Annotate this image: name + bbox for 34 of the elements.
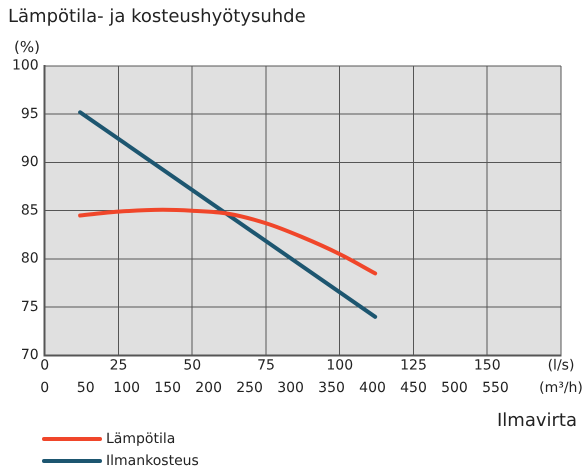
x-tick-label: 0: [40, 357, 50, 374]
x-tick-label: 75: [257, 357, 275, 374]
y-tick-label: 80: [20, 250, 39, 267]
x-tick-label: 25: [110, 357, 128, 374]
x-axis-title: Ilmavirta: [496, 410, 577, 431]
x2-tick-label: 200: [195, 380, 222, 396]
x2-tick-label: 50: [76, 380, 95, 396]
chart-title: Lämpötila- ja kosteushyötysuhde: [8, 6, 306, 27]
x2-tick-label: 350: [318, 380, 345, 396]
y-axis-title: (%): [14, 38, 40, 56]
y-tick-label: 75: [20, 298, 39, 315]
y-tick-label: 95: [20, 106, 39, 122]
x2-tick-label: 300: [277, 380, 304, 396]
x2-tick-label: 550: [482, 380, 509, 396]
legend-label: Lämpötila: [106, 431, 176, 447]
y-tick-label: 90: [20, 154, 39, 170]
x-tick-label: 50: [183, 357, 202, 374]
x2-tick-label: (m³/h): [539, 380, 583, 396]
legend-label: Ilmankosteus: [106, 453, 199, 469]
x-tick-label: 125: [400, 357, 427, 374]
x2-tick-label: 150: [154, 380, 182, 396]
x-tick-label: 100: [326, 357, 354, 374]
x2-tick-label: 450: [400, 380, 427, 396]
x2-tick-label: 100: [113, 380, 140, 396]
x-tick-label: (l/s): [548, 357, 574, 374]
x2-tick-label: 400: [359, 380, 386, 396]
line-series: [78, 208, 378, 276]
x-tick-label: 150: [474, 357, 501, 374]
y-tick-label: 70: [20, 347, 39, 364]
x2-tick-label: 500: [441, 380, 468, 396]
x2-tick-label: 0: [40, 380, 50, 396]
y-tick-label: 85: [20, 202, 39, 218]
y-tick-label: 100: [12, 58, 39, 74]
x2-tick-label: 250: [236, 380, 263, 396]
